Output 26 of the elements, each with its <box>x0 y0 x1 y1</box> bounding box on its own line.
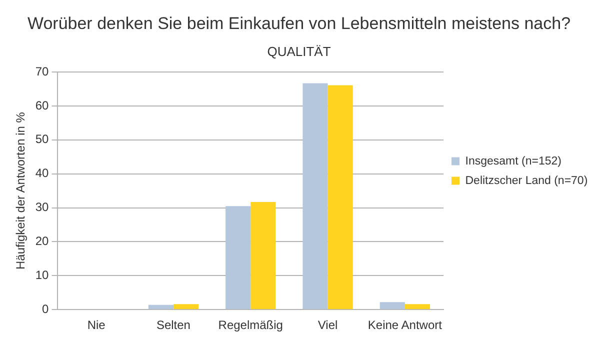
bar <box>404 304 430 310</box>
bar <box>173 304 199 310</box>
bar <box>302 83 328 310</box>
y-axis-title: Häufigkeit der Antworten in % <box>14 112 28 270</box>
bar <box>250 202 276 310</box>
y-tick-label: 20 <box>35 234 50 248</box>
x-tick-label: Selten <box>156 318 190 332</box>
y-tick-label: 40 <box>35 166 50 180</box>
x-tick-label: Viel <box>318 318 338 332</box>
chart-subtitle: QUALITÄT <box>267 44 331 59</box>
y-tick-label: 70 <box>35 64 50 78</box>
y-tick-label: 30 <box>35 200 50 214</box>
y-tick-label: 60 <box>35 98 50 112</box>
legend-label: Delitzscher Land (n=70) <box>465 174 588 187</box>
x-tick-label: Nie <box>87 318 106 332</box>
bar <box>226 206 251 310</box>
y-tick-label: 0 <box>42 302 50 316</box>
chart-title: Worüber denken Sie beim Einkaufen von Lebensmitteln meistens nach? <box>27 14 571 33</box>
y-tick-label: 10 <box>35 268 50 282</box>
legend-label: Insgesamt (n=152) <box>465 155 562 168</box>
x-tick-label: Keine Antwort <box>368 318 443 332</box>
y-tick-label: 50 <box>35 132 50 146</box>
bar <box>148 304 174 310</box>
bar <box>328 85 353 310</box>
bar <box>380 302 405 310</box>
x-tick-label: Regelmäßig <box>218 318 283 332</box>
